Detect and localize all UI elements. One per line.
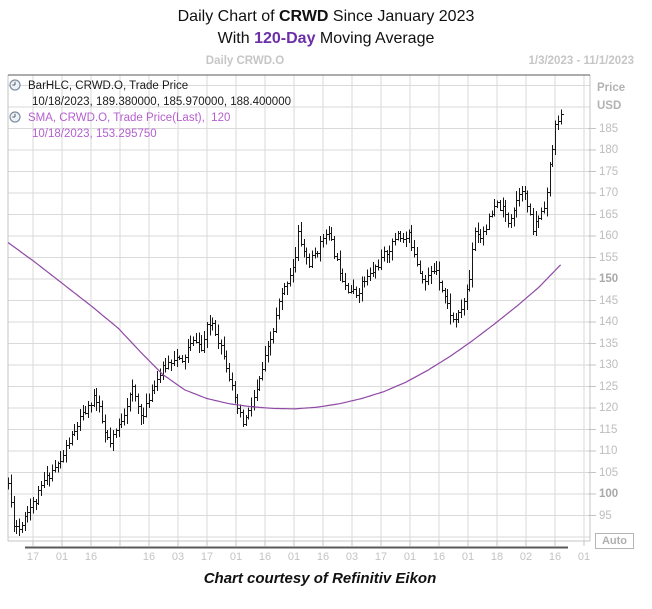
y-tick-label: 130 (599, 359, 619, 371)
y-tick-label: 135 (599, 337, 619, 350)
y-tick-label: 145 (599, 294, 619, 307)
y-tick-label: 110 (599, 445, 618, 457)
y-tick-label: 180 (599, 144, 619, 156)
x-tick-label: 16 (432, 551, 446, 563)
x-tick-label: 01 (461, 551, 475, 563)
y-tick-label: 105 (599, 466, 619, 479)
x-tick-label: 16 (548, 551, 562, 563)
chart-attribution: Chart courtesy of Refinitiv Eikon (203, 570, 437, 587)
y-tick-label: 175 (599, 165, 619, 178)
y-axis-title: Price USD (597, 79, 637, 115)
x-tick-label: 17 (200, 551, 214, 563)
x-tick-label: 01 (287, 551, 301, 563)
x-tick-label: 01 (55, 551, 69, 563)
x-tick-label: 17 (374, 551, 388, 563)
y-tick-label: 115 (599, 423, 618, 436)
y-tick-label: 150 (599, 273, 619, 285)
title-line2-suffix: Moving Average (315, 30, 435, 47)
y-tick-label: 140 (599, 316, 619, 328)
legend-bar-series-name[interactable]: BarHLC, CRWD.O, Trade Price (28, 80, 189, 92)
title-line-2: With 120-Day Moving Average (0, 28, 652, 50)
hlc-bars (8, 109, 564, 537)
y-tick-label: 185 (599, 122, 619, 135)
title-prefix: Daily Chart of (177, 8, 279, 25)
x-tick-label: 02 (519, 551, 533, 563)
x-tick-label: 17 (26, 551, 40, 563)
x-tick-label: 16 (84, 551, 98, 563)
x-tick-label: 03 (171, 551, 185, 563)
auto-scale-button[interactable]: Auto (595, 533, 634, 549)
title-suffix: Since January 2023 (328, 8, 475, 25)
chart-instrument-label: Daily CRWD.O (205, 55, 285, 67)
sma-line (7, 242, 562, 410)
x-tick-label: 01 (229, 551, 243, 563)
y-tick-label: 100 (599, 488, 619, 500)
y-tick-label: 160 (599, 230, 619, 242)
title-symbol: CRWD (279, 8, 329, 25)
clock-icon[interactable] (9, 111, 21, 123)
y-axis-title-price: Price (597, 82, 626, 94)
y-tick-label: 170 (599, 187, 619, 199)
page-title: Daily Chart of CRWD Since January 2023 W… (0, 6, 652, 50)
y-tick-label: 155 (599, 251, 619, 264)
x-tick-label: 16 (316, 551, 330, 563)
title-line2-prefix: With (217, 30, 255, 47)
title-line-1: Daily Chart of CRWD Since January 2023 (0, 6, 652, 28)
y-axis-title-usd: USD (597, 100, 622, 112)
x-tick-label: 16 (258, 551, 272, 563)
x-tick-label: 18 (490, 551, 504, 563)
x-tick-label: 01 (403, 551, 417, 563)
title-sma-highlight: 120-Day (254, 30, 316, 47)
x-tick-label: 01 (577, 551, 591, 563)
x-tick-label: 16 (142, 551, 156, 563)
legend-bar-series-values: 10/18/2023, 189.380000, 185.970000, 188.… (32, 96, 291, 108)
x-tick-label: 03 (345, 551, 359, 563)
legend-sma-series-name[interactable]: SMA, CRWD.O, Trade Price(Last), 120 (28, 112, 231, 124)
y-tick-label: 125 (599, 380, 619, 393)
y-tick-label: 120 (599, 402, 619, 414)
chart-date-range: 1/3/2023 - 11/1/2023 (528, 55, 634, 67)
y-tick-label: 95 (599, 509, 612, 522)
y-tick-label: 165 (599, 208, 619, 221)
legend-sma-series-values: 10/18/2023, 153.295750 (32, 128, 157, 140)
clock-icon[interactable] (9, 79, 21, 91)
